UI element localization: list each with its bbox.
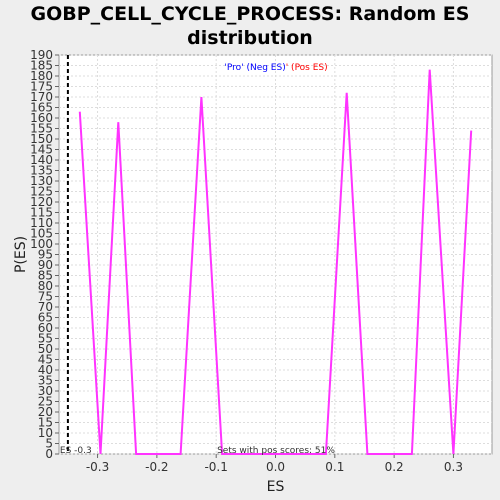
y-tick-label: 5 [45,437,53,451]
x-tick-label: -0.2 [145,460,168,474]
y-tick-label: 25 [38,395,53,409]
footer-note: Sets with pos scores: 51% [217,446,335,456]
y-tick-label: 80 [38,279,53,293]
y-tick-label: 35 [38,374,53,388]
y-tick-label: 135 [30,164,53,178]
y-tick-label: 10 [38,426,53,440]
axes: 0510152025303540455055606570758085909510… [30,48,463,474]
y-tick-label: 95 [38,248,53,262]
y-tick-label: 125 [30,185,53,199]
y-tick-label: 90 [38,258,53,272]
y-tick-label: 110 [30,216,53,230]
y-tick-label: 115 [30,206,53,220]
y-tick-label: 185 [30,59,53,73]
y-tick-label: 20 [38,405,53,419]
y-tick-label: 165 [30,101,53,115]
series-group [78,69,473,455]
legend-pos-entry: ' (Pos ES) [286,63,328,73]
y-tick-label: 180 [30,69,53,83]
y-tick-label: 160 [30,111,53,125]
y-tick-label: 55 [38,332,53,346]
y-tick-label: 190 [30,48,53,62]
y-tick-label: 85 [38,269,53,283]
x-tick-label: 0.0 [266,460,285,474]
x-tick-label: 0.3 [444,460,463,474]
y-tick-label: 45 [38,353,53,367]
y-tick-label: 0 [45,447,53,461]
y-tick-label: 155 [30,122,53,136]
es-marker-label: ES -0.3 [60,446,92,456]
y-tick-label: 75 [38,290,53,304]
legend-neg-entry: 'Pro' (Neg ES) [224,63,285,73]
y-tick-label: 145 [30,143,53,157]
x-tick-label: 0.1 [325,460,344,474]
chart-title: GOBP_CELL_CYCLE_PROCESS: Random ES distr… [0,2,500,50]
y-tick-label: 120 [30,195,53,209]
x-tick-label: 0.2 [385,460,404,474]
y-tick-label: 105 [30,227,53,241]
x-axis-title: ES [267,479,285,495]
y-tick-label: 140 [30,153,53,167]
y-tick-label: 70 [38,300,53,314]
y-tick-label: 30 [38,384,53,398]
y-tick-label: 130 [30,174,53,188]
y-tick-label: 50 [38,342,53,356]
y-axis-title: P(ES) [13,236,29,273]
annotations: 'Pro' (Neg ES)' (Pos ES) ES -0.3 Sets wi… [13,63,335,495]
y-tick-label: 60 [38,321,53,335]
y-tick-label: 175 [30,80,53,94]
y-tick-label: 150 [30,132,53,146]
series-line [78,69,473,455]
chart-title-line2: distribution [187,27,313,49]
y-tick-label: 15 [38,416,53,430]
x-tick-label: -0.3 [86,460,109,474]
y-tick-label: 40 [38,363,53,377]
y-tick-label: 65 [38,311,53,325]
legend: 'Pro' (Neg ES)' (Pos ES) [224,63,327,73]
chart-title-line1: GOBP_CELL_CYCLE_PROCESS: Random ES [30,3,470,25]
x-tick-label: -0.1 [204,460,227,474]
y-tick-label: 100 [30,237,53,251]
y-tick-label: 170 [30,90,53,104]
